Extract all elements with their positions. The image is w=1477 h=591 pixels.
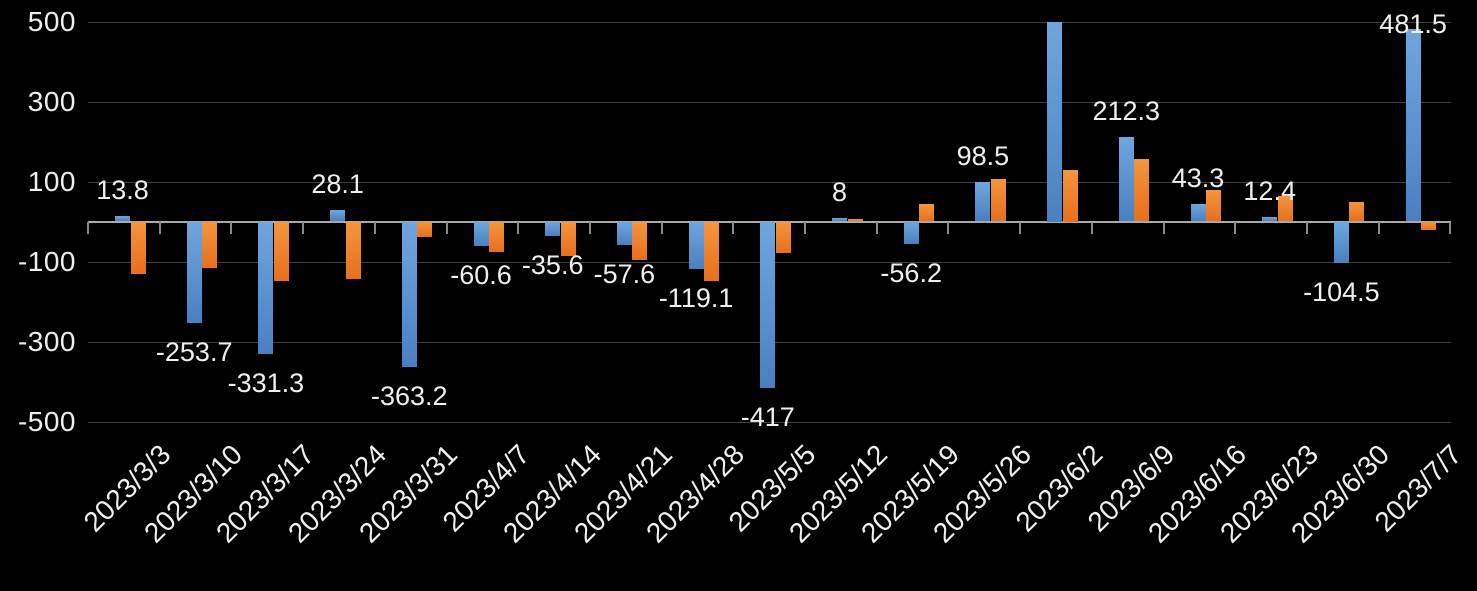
data-label: 481.5 bbox=[1379, 9, 1447, 39]
data-label: -253.7 bbox=[155, 336, 233, 367]
bar-series-2-orange bbox=[847, 219, 863, 222]
bar-series-2-orange bbox=[489, 221, 504, 252]
axis-tick bbox=[373, 221, 376, 234]
data-label: 98.5 bbox=[956, 141, 1010, 172]
axis-tick bbox=[947, 221, 950, 234]
bar-series-1-blue bbox=[186, 221, 202, 323]
data-label: -363.2 bbox=[371, 380, 448, 411]
data-label: 13.8 bbox=[96, 174, 149, 205]
axis-tick bbox=[302, 221, 305, 234]
bar-series-2-orange bbox=[1206, 189, 1221, 222]
gridline bbox=[88, 181, 1451, 183]
data-label: -119.1 bbox=[658, 283, 734, 314]
bar-series-1-blue bbox=[401, 221, 417, 367]
gridline bbox=[88, 421, 1451, 423]
y-axis-tick-label: -300 bbox=[17, 325, 76, 357]
bar-series-2-orange bbox=[775, 221, 791, 254]
data-label: -56.2 bbox=[880, 257, 942, 288]
y-axis-tick-label: 300 bbox=[27, 85, 76, 117]
bar-series-2-orange bbox=[130, 221, 146, 274]
data-label: -57.6 bbox=[593, 258, 656, 289]
bar-series-1-blue bbox=[1190, 204, 1206, 222]
bar-series-1-blue bbox=[1262, 216, 1278, 222]
axis-tick bbox=[875, 221, 878, 234]
bar-series-2-orange bbox=[345, 221, 361, 279]
gridline bbox=[88, 101, 1451, 103]
bar-series-2-orange bbox=[202, 221, 218, 268]
bar-series-1-blue bbox=[258, 221, 274, 355]
bar-series-2-orange bbox=[417, 221, 433, 237]
bar-series-2-orange bbox=[273, 221, 289, 281]
bar-series-2-orange bbox=[560, 221, 576, 257]
data-label: 28.1 bbox=[311, 169, 364, 200]
data-label: -35.6 bbox=[521, 249, 584, 280]
axis-tick bbox=[660, 221, 663, 234]
bar-series-1-blue bbox=[1118, 136, 1134, 222]
bar-series-1-blue bbox=[760, 221, 776, 389]
data-label: -417 bbox=[740, 402, 795, 433]
axis-tick bbox=[1449, 221, 1452, 234]
data-label: -331.3 bbox=[227, 368, 305, 399]
data-label: 8 bbox=[831, 177, 848, 208]
bar-series-1-blue bbox=[115, 215, 130, 222]
bar-series-1-blue bbox=[975, 182, 991, 222]
data-label: -104.5 bbox=[1303, 277, 1380, 308]
bar-series-2-orange bbox=[1062, 169, 1078, 222]
axis-tick bbox=[1305, 221, 1308, 234]
bar-series-2-orange bbox=[1277, 195, 1293, 222]
bar-series-1-blue bbox=[1405, 28, 1421, 222]
bar-series-1-blue bbox=[473, 221, 489, 246]
y-axis-tick-label: 500 bbox=[27, 5, 76, 37]
bar-series-2-orange bbox=[632, 221, 648, 261]
bar-series-1-blue bbox=[688, 221, 704, 270]
bar-series-1-blue bbox=[903, 221, 919, 244]
axis-tick bbox=[445, 221, 448, 234]
axis-tick bbox=[1090, 221, 1093, 234]
bar-series-2-orange bbox=[990, 179, 1006, 222]
data-label: -60.6 bbox=[450, 259, 512, 290]
bar-series-2-orange bbox=[1421, 221, 1437, 231]
bar-series-1-blue bbox=[1047, 21, 1063, 222]
axis-tick bbox=[588, 221, 591, 234]
bar-series-2-orange bbox=[1349, 202, 1365, 222]
data-label: 212.3 bbox=[1092, 95, 1161, 126]
axis-tick bbox=[87, 221, 89, 234]
bar-series-1-blue bbox=[616, 221, 632, 245]
bar-series-1-blue bbox=[832, 218, 847, 222]
bar-series-1-blue bbox=[545, 221, 561, 236]
axis-tick bbox=[158, 221, 161, 234]
y-axis-tick-label: -500 bbox=[17, 405, 76, 437]
bar-series-2-orange bbox=[1134, 159, 1150, 222]
bar-series-1-blue bbox=[1333, 221, 1349, 264]
axis-tick bbox=[1162, 221, 1165, 234]
data-label: 12.4 bbox=[1243, 175, 1296, 206]
axis-tick bbox=[1019, 221, 1022, 234]
y-axis-tick-label: -100 bbox=[17, 245, 76, 277]
axis-tick bbox=[732, 221, 735, 234]
data-label: 43.3 bbox=[1171, 163, 1225, 194]
bar-series-2-orange bbox=[704, 221, 720, 281]
bar-series-1-blue bbox=[330, 210, 346, 222]
axis-tick bbox=[804, 221, 806, 234]
axis-tick bbox=[1234, 221, 1237, 234]
gridline bbox=[88, 21, 1451, 23]
axis-tick bbox=[517, 221, 520, 234]
axis-tick bbox=[1377, 221, 1380, 234]
axis-tick bbox=[230, 221, 233, 234]
y-axis-tick-label: 100 bbox=[27, 165, 76, 197]
bar-series-2-orange bbox=[919, 203, 935, 222]
